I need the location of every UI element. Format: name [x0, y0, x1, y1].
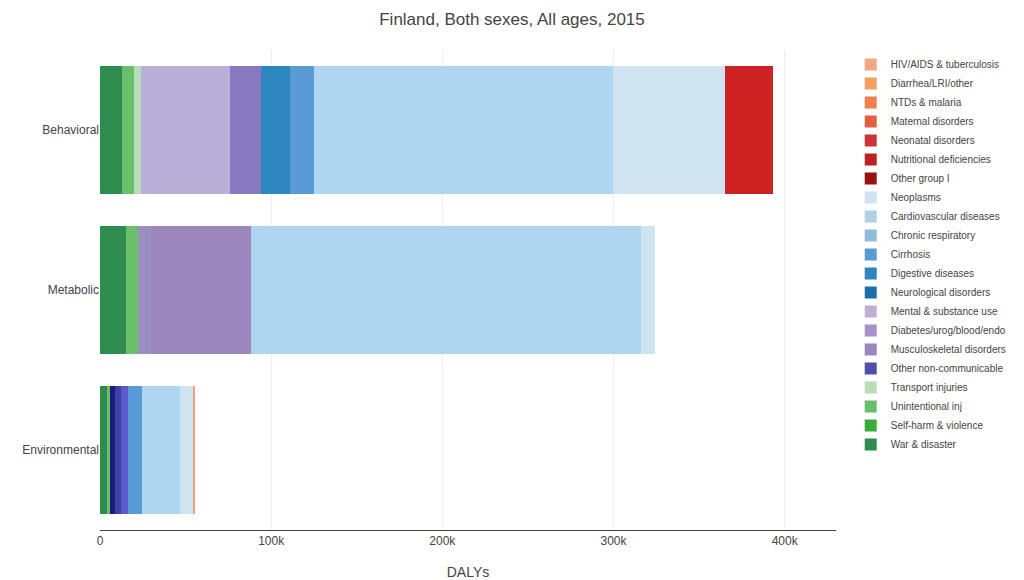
svg-text:Maternal disorders: Maternal disorders [891, 116, 974, 127]
svg-text:Metabolic: Metabolic [48, 283, 99, 297]
svg-text:Cirrhosis: Cirrhosis [891, 249, 930, 260]
svg-text:HIV/AIDS & tuberculosis: HIV/AIDS & tuberculosis [891, 59, 999, 70]
svg-text:100k: 100k [258, 534, 285, 548]
svg-text:Mental & substance use: Mental & substance use [891, 306, 998, 317]
svg-text:DALYs: DALYs [447, 564, 490, 580]
svg-text:Nutritional deficiencies: Nutritional deficiencies [891, 154, 991, 165]
svg-text:Transport injuries: Transport injuries [891, 382, 968, 393]
svg-text:Self-harm & violence: Self-harm & violence [891, 420, 984, 431]
svg-text:War & disaster: War & disaster [891, 439, 957, 450]
svg-text:Cardiovascular diseases: Cardiovascular diseases [891, 211, 1000, 222]
svg-text:Diabetes/urog/blood/endo: Diabetes/urog/blood/endo [891, 325, 1006, 336]
svg-text:NTDs & malaria: NTDs & malaria [891, 97, 962, 108]
svg-text:Environmental: Environmental [22, 443, 99, 457]
svg-text:Neoplasms: Neoplasms [891, 192, 941, 203]
svg-text:200k: 200k [429, 534, 456, 548]
svg-text:Other group I: Other group I [891, 173, 950, 184]
svg-text:Chronic respiratory: Chronic respiratory [891, 230, 975, 241]
svg-text:Other non-communicable: Other non-communicable [891, 363, 1004, 374]
svg-text:Neonatal disorders: Neonatal disorders [891, 135, 975, 146]
svg-text:Unintentional inj: Unintentional inj [891, 401, 962, 412]
svg-text:400k: 400k [772, 534, 799, 548]
svg-text:Neurological disorders: Neurological disorders [891, 287, 991, 298]
svg-text:0: 0 [97, 534, 104, 548]
svg-text:Behavioral: Behavioral [42, 123, 99, 137]
svg-text:Musculoskeletal disorders: Musculoskeletal disorders [891, 344, 1006, 355]
svg-text:Diarrhea/LRI/other: Diarrhea/LRI/other [891, 78, 974, 89]
svg-text:300k: 300k [600, 534, 627, 548]
svg-text:Digestive diseases: Digestive diseases [891, 268, 974, 279]
svg-text:Finland, Both sexes, All ages,: Finland, Both sexes, All ages, 2015 [379, 10, 645, 29]
